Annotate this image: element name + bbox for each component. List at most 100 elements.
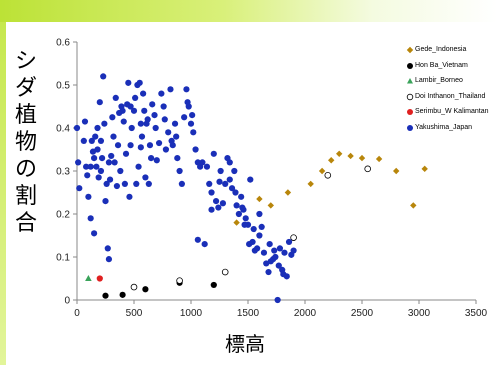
data-point-series-4 — [96, 275, 103, 282]
data-point-series-5 — [126, 193, 133, 200]
data-point-series-0 — [328, 157, 335, 164]
data-point-series-5 — [199, 159, 206, 166]
data-point-series-5 — [222, 180, 229, 187]
data-point-series-0 — [336, 150, 343, 157]
data-point-series-5 — [256, 232, 263, 239]
data-point-series-0 — [233, 219, 240, 226]
legend-marker — [407, 124, 413, 131]
data-point-series-0 — [393, 167, 400, 175]
data-point-series-5 — [228, 185, 236, 192]
data-point-series-5 — [94, 146, 101, 153]
x-tick-label: 2500 — [351, 308, 374, 319]
legend-marker — [407, 62, 413, 69]
data-point-series-1 — [102, 292, 109, 299]
data-point-series-5 — [109, 114, 116, 121]
data-point-series-5 — [137, 120, 144, 127]
data-point-series-5 — [153, 157, 160, 164]
data-point-series-5 — [85, 193, 92, 200]
data-point-series-5 — [233, 202, 240, 209]
data-point-series-5 — [250, 225, 257, 233]
legend-item: Yakushima_Japan — [406, 120, 497, 136]
data-point-series-5 — [226, 176, 233, 183]
data-point-series-5 — [132, 94, 139, 101]
data-point-series-3 — [290, 234, 297, 241]
data-point-series-3 — [324, 172, 332, 179]
data-point-series-5 — [144, 116, 151, 123]
data-point-series-3 — [364, 165, 372, 173]
data-point-series-5 — [105, 256, 113, 263]
data-point-series-5 — [151, 112, 158, 119]
x-axis-title: 標高 — [225, 332, 265, 356]
data-point-series-5 — [274, 296, 281, 304]
data-point-series-5 — [103, 180, 110, 187]
data-point-series-5 — [125, 79, 132, 86]
data-point-series-5 — [83, 163, 90, 170]
data-point-series-5 — [100, 73, 107, 80]
data-point-series-5 — [256, 210, 263, 218]
data-point-series-5 — [152, 124, 159, 132]
data-point-series-5 — [241, 221, 248, 228]
data-point-series-5 — [208, 189, 215, 196]
data-point-series-5 — [110, 133, 117, 140]
data-point-series-5 — [206, 180, 213, 187]
data-point-series-5 — [181, 114, 188, 121]
data-point-series-3 — [221, 268, 229, 276]
data-point-series-5 — [184, 99, 191, 106]
data-point-series-0 — [318, 167, 326, 175]
data-point-series-0 — [421, 165, 428, 173]
legend-item: Serimbu_W Kalimantan — [406, 104, 497, 120]
data-point-series-5 — [87, 215, 94, 222]
legend-marker — [407, 109, 413, 116]
data-point-series-5 — [91, 155, 98, 162]
data-point-series-5 — [219, 200, 227, 207]
data-point-series-5 — [136, 79, 143, 86]
data-point-series-5 — [102, 198, 109, 205]
data-point-series-5 — [101, 120, 108, 127]
data-point-series-5 — [97, 167, 105, 175]
x-tick-label: 0 — [74, 308, 80, 319]
data-point-series-5 — [160, 103, 167, 110]
data-point-series-5 — [112, 94, 119, 101]
data-point-series-0 — [375, 155, 383, 163]
data-point-series-5 — [94, 124, 101, 132]
x-tick-label: 2000 — [294, 308, 317, 319]
legend-label: Gede_Indonesia — [415, 46, 467, 53]
data-point-series-5 — [266, 241, 273, 248]
data-point-series-1 — [142, 286, 149, 293]
legend-label: Lambir_Borneo — [415, 77, 463, 85]
data-point-series-5 — [162, 146, 170, 153]
data-point-series-5 — [120, 118, 127, 125]
data-point-series-5 — [174, 155, 181, 162]
legend-label: Hon Ba_Vietnam — [415, 61, 468, 69]
data-point-series-5 — [117, 167, 124, 175]
data-point-series-5 — [194, 236, 201, 243]
legend-label: Yakushima_Japan — [415, 123, 473, 131]
data-point-series-5 — [80, 137, 87, 144]
data-point-series-5 — [212, 198, 220, 205]
data-point-series-5 — [76, 185, 83, 192]
y-tick-label: 0.1 — [56, 253, 70, 264]
data-point-series-5 — [128, 124, 135, 132]
data-point-series-5 — [130, 107, 138, 114]
data-point-series-5 — [127, 142, 134, 149]
legend-item: Hon Ba_Vietnam — [406, 58, 497, 74]
legend-label: Doi Inthanon_Thailand — [415, 92, 486, 100]
data-point-series-5 — [235, 210, 242, 218]
data-point-series-5 — [95, 174, 102, 181]
data-point-series-5 — [140, 90, 147, 97]
data-point-series-5 — [121, 180, 128, 187]
data-point-series-5 — [265, 268, 272, 276]
data-point-series-5 — [141, 107, 148, 114]
data-point-series-5 — [142, 174, 149, 181]
data-point-series-5 — [239, 204, 246, 211]
data-point-series-5 — [137, 144, 144, 151]
data-point-series-5 — [91, 230, 98, 237]
x-tick-label: 3000 — [408, 308, 431, 319]
legend-marker — [407, 78, 413, 84]
data-point-series-5 — [176, 167, 183, 175]
data-point-series-5 — [146, 142, 154, 149]
data-point-series-5 — [165, 129, 172, 136]
data-point-series-5 — [254, 245, 261, 252]
data-point-series-5 — [187, 120, 195, 127]
